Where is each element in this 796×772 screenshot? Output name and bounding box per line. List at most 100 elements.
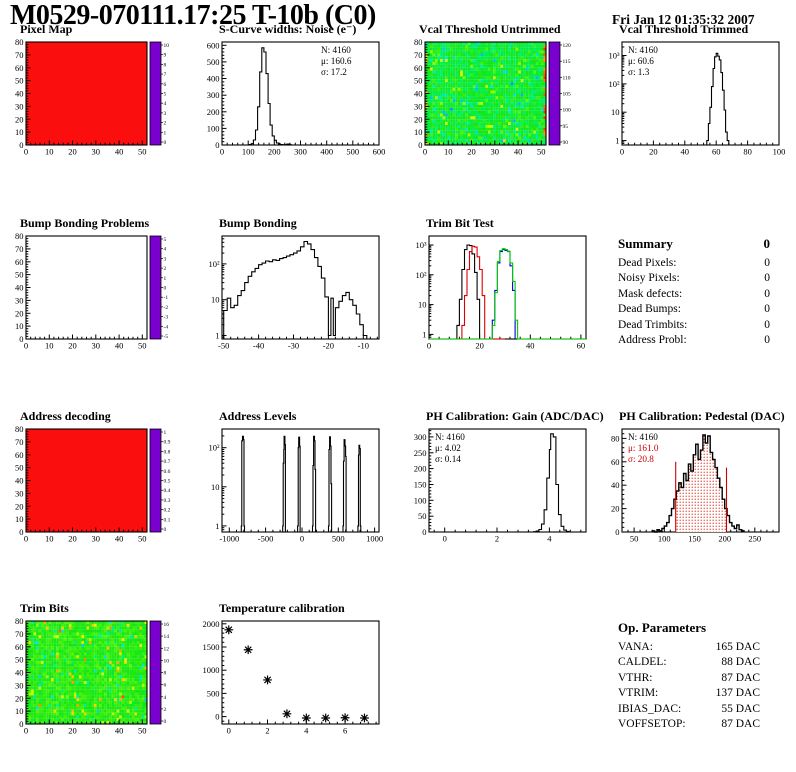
svg-text:1500: 1500 <box>203 642 220 652</box>
svg-text:2: 2 <box>164 707 167 713</box>
svg-text:50: 50 <box>138 341 147 351</box>
svg-text:0: 0 <box>215 140 219 150</box>
svg-text:20: 20 <box>467 147 476 157</box>
svg-text:20: 20 <box>649 147 658 157</box>
svg-text:10: 10 <box>444 147 453 157</box>
svg-text:0: 0 <box>443 534 447 544</box>
svg-text:10²: 10² <box>208 259 220 269</box>
svg-text:0: 0 <box>227 726 231 736</box>
op-parameters-header: Op. Parameters <box>618 620 760 636</box>
svg-text:2: 2 <box>164 266 167 272</box>
svg-text:0.3: 0.3 <box>164 498 171 504</box>
summary-title: Summary <box>618 236 673 251</box>
svg-text:40: 40 <box>15 283 24 293</box>
param-row: Dead Bumps: 0 <box>618 303 770 316</box>
svg-text:105: 105 <box>563 92 572 98</box>
param-row: VTHR: 87 DAC <box>618 671 760 684</box>
svg-text:10: 10 <box>15 321 24 331</box>
chart-title: PH Calibration: Pedestal (DAC) <box>619 409 785 423</box>
svg-text:50: 50 <box>414 76 423 86</box>
svg-text:10: 10 <box>45 341 54 351</box>
svg-text:2: 2 <box>265 726 269 736</box>
chart-title: Temperature calibration <box>219 601 345 615</box>
timestamp: Fri Jan 12 01:35:32 2007 <box>612 12 755 27</box>
svg-text:500: 500 <box>346 147 359 157</box>
svg-text:250: 250 <box>748 534 761 544</box>
svg-text:-30: -30 <box>288 341 299 351</box>
svg-text:12: 12 <box>164 646 170 652</box>
page-title: M0529-070111.17:25 T-10b (C0) <box>10 0 376 31</box>
chart-title: Address Levels <box>219 409 297 423</box>
svg-text:30: 30 <box>92 341 101 351</box>
svg-text:0: 0 <box>19 334 23 344</box>
svg-text:40: 40 <box>611 480 620 490</box>
svg-text:-50: -50 <box>218 341 229 351</box>
svg-text:4: 4 <box>547 534 552 544</box>
chart-title: S-Curve widths: Noise (e⁻) <box>219 22 357 36</box>
svg-text:0: 0 <box>19 527 23 537</box>
svg-text:95: 95 <box>563 124 569 130</box>
svg-text:70: 70 <box>15 244 24 254</box>
svg-text:0.2: 0.2 <box>164 508 171 514</box>
svg-text:110: 110 <box>563 75 571 81</box>
summary-rows: Dead Pixels: 0 Noisy Pixels: 0 Mask defects:… <box>618 256 770 348</box>
svg-text:70: 70 <box>15 437 24 447</box>
panel-trim-bits: Trim Bits 0 10 20 30 40 50 0 10 20 30 40 50 60 70 80 16… <box>0 601 198 751</box>
svg-text:0.5: 0.5 <box>164 479 171 485</box>
svg-text:30: 30 <box>15 101 24 111</box>
svg-text:10: 10 <box>414 127 423 137</box>
svg-text:0: 0 <box>300 534 304 544</box>
svg-text:30: 30 <box>15 488 24 498</box>
svg-text:500: 500 <box>207 688 220 698</box>
svg-text:40: 40 <box>15 89 24 99</box>
svg-text:N: 4160: N: 4160 <box>628 432 658 442</box>
svg-text:6: 6 <box>164 683 167 689</box>
svg-text:0: 0 <box>220 147 224 157</box>
svg-text:20: 20 <box>15 693 24 703</box>
svg-text:-40: -40 <box>253 341 264 351</box>
svg-text:50: 50 <box>15 270 24 280</box>
svg-text:0: 0 <box>418 140 422 150</box>
svg-text:0.9: 0.9 <box>164 440 171 446</box>
panel-scurve-noise: S-Curve widths: Noise (e⁻) 0 100 200 300 400… <box>192 22 390 172</box>
svg-text:10: 10 <box>15 514 24 524</box>
svg-text:30: 30 <box>414 101 423 111</box>
svg-text:50: 50 <box>630 534 639 544</box>
chart-title: Trim Bits <box>20 601 69 615</box>
panel-address-levels: Address Levels -1000 -500 0 500 1000 1 10 10² <box>192 409 390 559</box>
chart-title: Pixel Map <box>20 22 73 36</box>
svg-text:1000: 1000 <box>366 534 383 544</box>
pixel-map-heatmap: 0 10 20 30 40 50 0 10 20 30 40 50 60 70 80 10 9 8 7 6 5 4 3 2 1 0 <box>0 36 198 168</box>
svg-text:10³: 10³ <box>608 51 620 61</box>
svg-text:2000: 2000 <box>203 619 220 629</box>
svg-text:N: 4160: N: 4160 <box>435 432 465 442</box>
svg-text:0: 0 <box>164 527 167 533</box>
svg-text:40: 40 <box>514 147 523 157</box>
svg-text:-2: -2 <box>164 305 169 311</box>
svg-text:10²: 10² <box>415 270 427 280</box>
svg-text:120: 120 <box>563 43 572 49</box>
svg-text:8: 8 <box>164 62 167 68</box>
vcal-untrimmed-heatmap: 0 10 20 30 40 50 0 10 20 30 40 50 60 70 80 120 115 110 105… <box>399 36 597 168</box>
chart-title: Address decoding <box>20 409 111 423</box>
svg-text:2: 2 <box>164 121 167 127</box>
svg-text:60: 60 <box>15 63 24 73</box>
svg-text:20: 20 <box>414 114 423 124</box>
svg-text:4: 4 <box>164 247 167 253</box>
address-decoding-heatmap: 0 10 20 30 40 50 0 10 20 30 40 50 60 70 80 1 0.9 0.8 0.7 0.… <box>0 423 198 555</box>
svg-text:1: 1 <box>615 136 619 146</box>
panel-bump-problems: Bump Bonding Problems 0 10 20 30 40 50 0 10 20 30… <box>0 216 198 366</box>
svg-text:0: 0 <box>423 147 427 157</box>
chart-title: Trim Bit Test <box>426 216 494 230</box>
svg-text:0: 0 <box>24 341 28 351</box>
svg-text:200: 200 <box>207 107 220 117</box>
svg-text:20: 20 <box>15 308 24 318</box>
svg-text:60: 60 <box>15 450 24 460</box>
svg-text:10: 10 <box>45 534 54 544</box>
svg-text:300: 300 <box>294 147 307 157</box>
svg-text:400: 400 <box>207 74 220 84</box>
svg-text:60: 60 <box>577 341 586 351</box>
svg-text:-500: -500 <box>258 534 274 544</box>
svg-text:100: 100 <box>242 147 255 157</box>
svg-text:μ: 160.6: μ: 160.6 <box>321 56 352 66</box>
